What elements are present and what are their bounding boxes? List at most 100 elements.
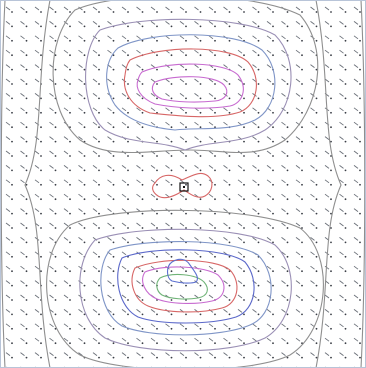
field-vector-dot	[286, 270, 289, 273]
field-vector-dot	[83, 111, 86, 114]
field-vector	[92, 323, 98, 328]
field-vector	[310, 193, 315, 198]
field-vector-dot	[25, 169, 28, 172]
field-vector	[49, 337, 54, 342]
field-vector-dot	[330, 11, 332, 13]
field-vector-dot	[185, 183, 187, 186]
field-vector-dot	[141, 313, 144, 316]
field-vector	[78, 323, 83, 328]
field-vector	[121, 309, 127, 313]
field-vector-dot	[243, 241, 245, 244]
field-vector-dot	[359, 342, 361, 345]
field-vector	[34, 294, 40, 299]
field-vector	[339, 222, 344, 227]
field-vector-dot	[315, 241, 318, 244]
field-vector	[324, 35, 330, 40]
field-vector-dot	[156, 313, 158, 316]
field-vector	[324, 6, 330, 11]
field-vector-dot	[359, 212, 361, 215]
field-vector-dot	[214, 313, 216, 316]
field-vector-dot	[127, 183, 129, 186]
field-vector-dot	[11, 54, 13, 57]
field-vector	[353, 208, 359, 212]
field-vector-dot	[359, 169, 361, 172]
field-vector	[266, 337, 272, 342]
field-vector	[353, 222, 359, 227]
field-vector	[310, 121, 315, 126]
field-vector-dot	[359, 111, 361, 114]
field-vector	[165, 78, 170, 83]
field-vector-dot	[11, 284, 13, 287]
field-vector-dot	[185, 11, 187, 13]
field-vector	[208, 165, 214, 169]
field-vector	[107, 352, 112, 356]
field-vector	[34, 35, 40, 40]
contour-line	[100, 240, 272, 336]
field-vector	[310, 165, 315, 169]
field-vector	[324, 222, 330, 227]
field-vector-dot	[257, 11, 260, 13]
field-vector	[34, 280, 40, 284]
field-vector	[20, 280, 25, 284]
field-vector	[324, 165, 330, 169]
field-vector-dot	[243, 111, 245, 114]
field-vector-dot	[98, 126, 100, 129]
field-vector-dot	[185, 83, 187, 85]
field-vector	[252, 6, 257, 11]
field-vector-dot	[257, 241, 260, 244]
field-vector	[20, 237, 25, 241]
field-vector-dot	[25, 183, 28, 186]
field-vector-dot	[141, 126, 144, 129]
field-vector-dot	[301, 198, 303, 201]
field-vector-dot	[25, 39, 28, 42]
field-vector-dot	[156, 255, 158, 258]
field-vector-dot	[141, 270, 144, 273]
field-vector-dot	[185, 313, 187, 316]
field-vector	[63, 222, 69, 227]
field-vector-dot	[272, 299, 274, 301]
field-vector-dot	[98, 241, 100, 244]
field-vector-dot	[141, 183, 144, 186]
field-vector-dot	[83, 169, 86, 172]
field-vector-dot	[344, 183, 347, 186]
field-vector-dot	[344, 140, 347, 143]
field-vector-dot	[286, 255, 289, 258]
field-vector	[92, 179, 98, 184]
field-vector-dot	[330, 284, 332, 287]
field-vector-dot	[25, 54, 28, 57]
field-vector-dot	[330, 155, 332, 157]
field-vector	[295, 107, 301, 112]
field-vector	[49, 136, 54, 140]
field-vector-dot	[199, 183, 202, 186]
field-vector-dot	[11, 198, 13, 201]
field-vector	[194, 136, 199, 140]
field-vector	[20, 6, 25, 11]
field-vector-dot	[112, 126, 115, 129]
field-vector-dot	[344, 241, 347, 244]
field-vector	[34, 107, 40, 112]
field-vector	[295, 222, 301, 227]
field-vector-dot	[272, 227, 274, 229]
field-vector	[208, 337, 214, 342]
field-vector	[208, 237, 214, 241]
field-vector	[353, 294, 359, 299]
field-vector	[194, 35, 199, 40]
field-vector	[339, 165, 344, 169]
field-vector-dot	[127, 83, 129, 85]
field-vector-dot	[199, 111, 202, 114]
field-vector-dot	[40, 111, 42, 114]
field-vector-dot	[40, 270, 42, 273]
field-vector-dot	[185, 212, 187, 215]
field-vector-dot	[301, 356, 303, 359]
field-vector	[310, 179, 315, 184]
field-vector	[295, 208, 301, 212]
field-vector	[136, 107, 141, 112]
field-vector	[78, 251, 83, 256]
field-vector-dot	[156, 270, 158, 273]
field-vector-dot	[228, 299, 231, 301]
field-vector	[136, 93, 141, 97]
field-vector	[150, 193, 156, 198]
field-vector	[34, 352, 40, 356]
field-vector-dot	[54, 255, 57, 258]
field-vector-dot	[330, 111, 332, 114]
